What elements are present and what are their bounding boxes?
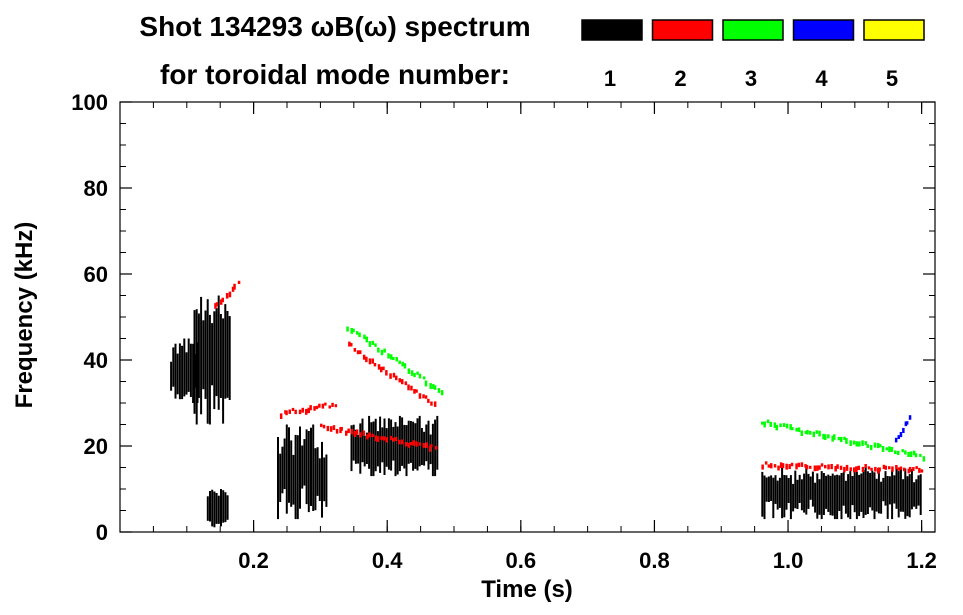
plot-frame — [119, 101, 936, 533]
mode-1-blob-4 — [277, 424, 328, 520]
legend-label-4: 4 — [815, 66, 828, 91]
legend-swatch-1 — [581, 19, 643, 41]
y-tick-label-0: 0 — [96, 520, 108, 545]
x-axis-label: Time (s) — [481, 576, 573, 603]
x-tick-label-1.0: 1.0 — [773, 548, 804, 573]
series-mode-4 — [894, 415, 912, 443]
y-tick-label-40: 40 — [84, 348, 108, 373]
mode-2-track-3 — [348, 341, 437, 407]
mode-3-track-1 — [346, 326, 444, 396]
y-tick-label-20: 20 — [84, 434, 108, 459]
axes: 0.2 0.4 0.6 0.8 1.0 1.2 0 20 40 60 80 100 — [71, 90, 937, 573]
legend-label-3: 3 — [745, 66, 757, 91]
x-tick-label-0.2: 0.2 — [238, 548, 269, 573]
x-tick-label-1.2: 1.2 — [906, 548, 937, 573]
x-tick-label-0.8: 0.8 — [639, 548, 670, 573]
y-tick-label-100: 100 — [71, 90, 108, 115]
mode-1-blob-5 — [350, 415, 439, 477]
mode-1-blob-3 — [206, 489, 229, 528]
x-tick-label-0.4: 0.4 — [372, 548, 403, 573]
y-tick-label-80: 80 — [84, 176, 108, 201]
y-tick-label-60: 60 — [84, 262, 108, 287]
mode-2-track-2 — [279, 402, 338, 420]
mode-3-track-2 — [761, 419, 926, 462]
legend-swatch-5 — [863, 19, 925, 41]
series-mode-2 — [214, 280, 924, 474]
chart-title-line1: Shot 134293 ωB(ω) spectrum — [139, 11, 530, 42]
chart-title-line2: for toroidal mode number: — [160, 59, 510, 90]
x-tick-label-0.6: 0.6 — [506, 548, 537, 573]
plot-area — [170, 280, 926, 528]
legend: 1 2 3 4 5 — [581, 19, 925, 91]
legend-swatch-3 — [722, 19, 784, 41]
mode-2-track-5 — [761, 461, 924, 474]
mode-1-blob-2 — [193, 295, 231, 425]
legend-swatch-2 — [651, 19, 714, 41]
legend-label-5: 5 — [886, 66, 898, 91]
mode-2-track-1 — [214, 280, 241, 309]
series-mode-1 — [170, 295, 922, 528]
series-mode-3 — [346, 326, 926, 462]
mode-2-track-4 — [320, 423, 438, 452]
mode-4-track-1 — [894, 415, 912, 443]
legend-label-2: 2 — [674, 66, 686, 91]
legend-label-1: 1 — [604, 66, 616, 91]
y-axis-label: Frequency (kHz) — [11, 222, 38, 409]
legend-swatch-4 — [792, 19, 855, 41]
mode-1-blob-6 — [761, 467, 922, 520]
